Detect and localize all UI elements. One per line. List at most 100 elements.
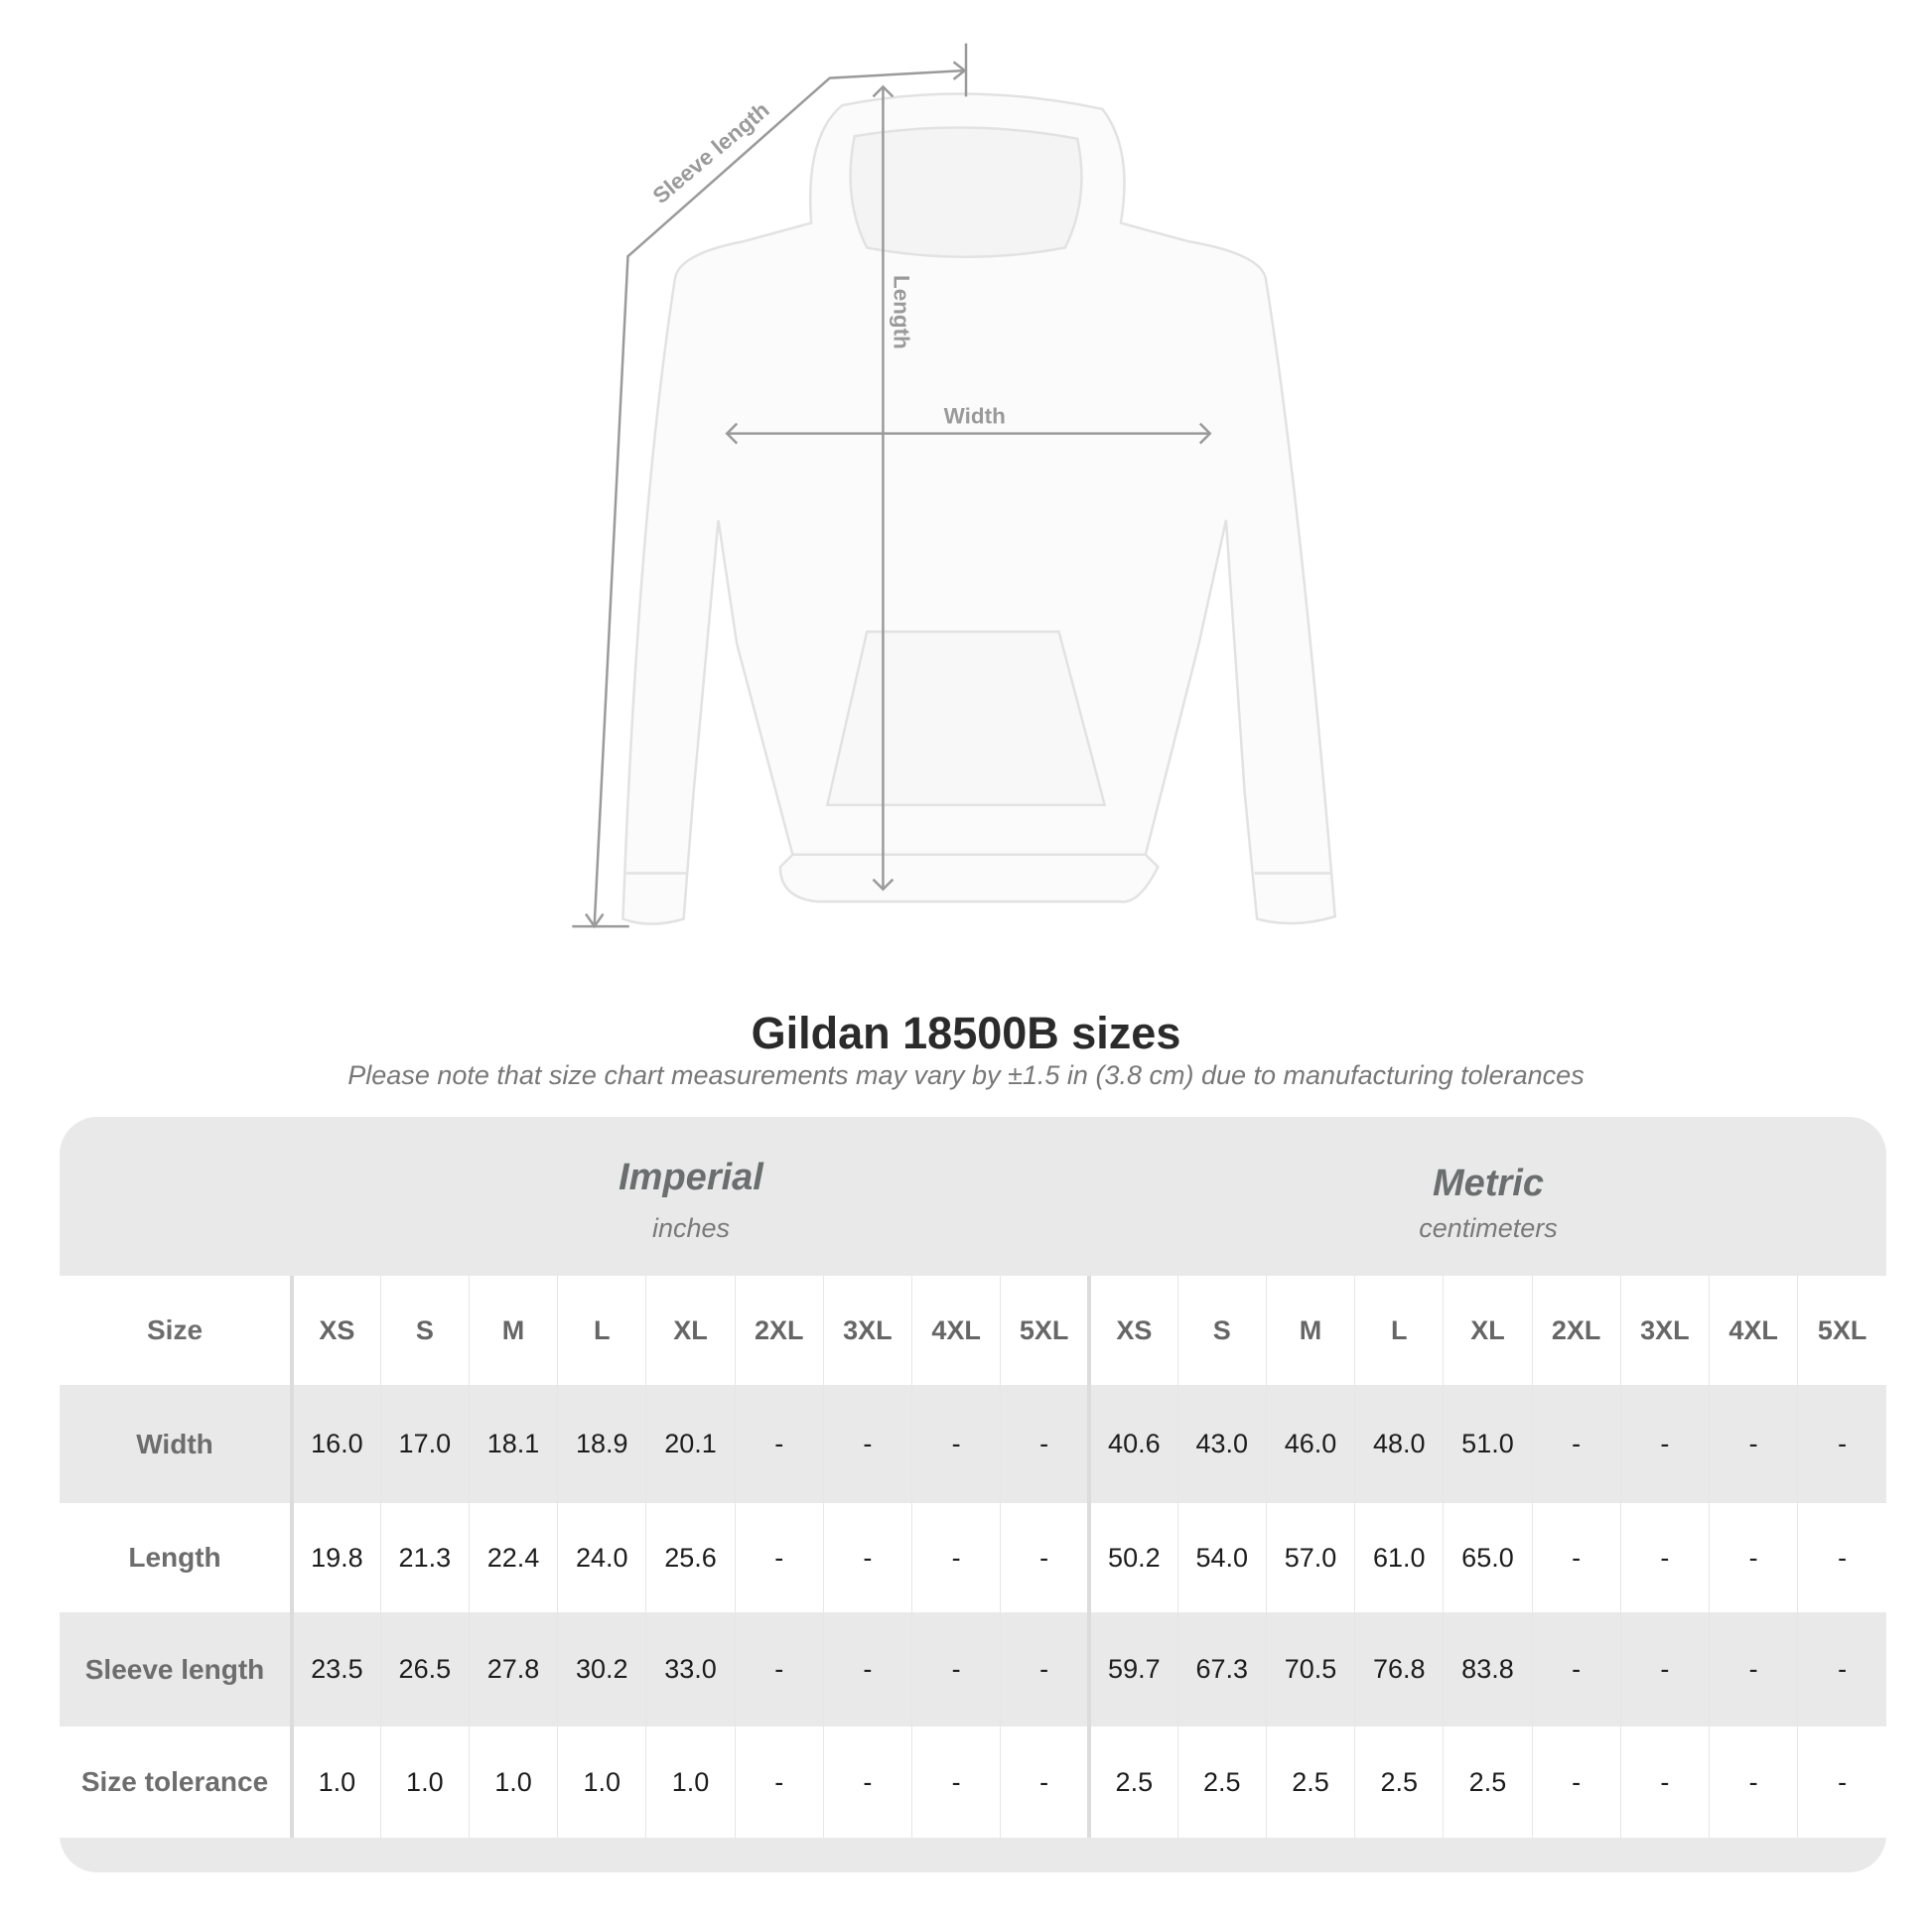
size-header-metric: L [1354, 1276, 1444, 1385]
metric-header: Metric centimeters [1090, 1117, 1886, 1276]
size-header-row: Size XS S M L XL 2XL 3XL 4XL 5XL XS S M L XL 2XL 3XL 4XL 5… [60, 1276, 1886, 1385]
size-table-panel: Imperial inches Metric centimeters Size X… [60, 1117, 1886, 1872]
sleeve-length-label: Sleeve length [648, 97, 774, 208]
row-label: Width [60, 1385, 294, 1503]
size-header-label: Size [60, 1276, 294, 1385]
metric-value-cell: - [1619, 1612, 1710, 1726]
size-header-imperial: XS [291, 1276, 381, 1385]
imperial-value-cell: 1.0 [468, 1726, 558, 1838]
size-header-imperial: 4XL [911, 1276, 1001, 1385]
metric-value-cell: 83.8 [1443, 1612, 1533, 1726]
row-label: Size tolerance [60, 1726, 294, 1838]
imperial-value-cell: - [734, 1503, 824, 1612]
imperial-value-cell: - [911, 1612, 1001, 1726]
imperial-value-cell: 27.8 [468, 1612, 558, 1726]
imperial-value-cell: - [822, 1503, 912, 1612]
row-label: Sleeve length [60, 1612, 294, 1726]
size-header-imperial: XL [645, 1276, 736, 1385]
measurement-lines [572, 43, 1212, 929]
table-row: Width 16.0 17.0 18.1 18.9 20.1- - - -40.6 43.0 46.… [60, 1385, 1886, 1503]
row-label: Length [60, 1503, 294, 1612]
metric-value-cell: 61.0 [1354, 1503, 1444, 1612]
metric-value-cell: - [1619, 1726, 1710, 1838]
metric-value-cell: - [1708, 1503, 1798, 1612]
imperial-title: Imperial [619, 1157, 763, 1198]
imperial-value-cell: 1.0 [557, 1726, 646, 1838]
size-header-metric: M [1265, 1276, 1355, 1385]
imperial-unit: inches [651, 1213, 731, 1243]
metric-value-cell: 2.5 [1354, 1726, 1444, 1838]
metric-value-cell: 51.0 [1443, 1385, 1533, 1503]
size-header-imperial: 5XL [1000, 1276, 1089, 1385]
imperial-value-cell: 21.3 [379, 1503, 470, 1612]
sleeve-length-line [593, 69, 964, 924]
imperial-value-cell: - [911, 1726, 1001, 1838]
size-header-metric: 3XL [1619, 1276, 1710, 1385]
metric-value-cell: - [1797, 1503, 1886, 1612]
hoodie-illustration [621, 92, 1337, 925]
table-row: Sleeve length 23.5 26.5 27.8 30.2 33.0- - - -59.… [60, 1612, 1886, 1726]
size-header-imperial: 2XL [734, 1276, 824, 1385]
metric-value-cell: 2.5 [1086, 1726, 1178, 1838]
table-row: Size tolerance 1.0 1.0 1.0 1.0 1.0- - - -2.5 2.5 2… [60, 1726, 1886, 1838]
size-header-imperial: L [557, 1276, 646, 1385]
metric-value-cell: - [1708, 1726, 1798, 1838]
imperial-value-cell: 22.4 [468, 1503, 558, 1612]
metric-value-cell: - [1797, 1612, 1886, 1726]
metric-value-cell: - [1708, 1385, 1798, 1503]
size-header-metric: XS [1086, 1276, 1178, 1385]
metric-value-cell: 76.8 [1354, 1612, 1444, 1726]
imperial-value-cell: - [1000, 1726, 1089, 1838]
metric-value-cell: 2.5 [1176, 1726, 1267, 1838]
size-header-imperial: 3XL [822, 1276, 912, 1385]
imperial-header: Imperial inches [292, 1117, 1090, 1276]
metric-value-cell: 57.0 [1265, 1503, 1355, 1612]
metric-title: Metric [1433, 1163, 1544, 1204]
hoodie-measurement-diagram: Sleeve length Length Width [572, 43, 1337, 929]
metric-value-cell: 65.0 [1443, 1503, 1533, 1612]
metric-value-cell: - [1708, 1612, 1798, 1726]
imperial-value-cell: - [822, 1612, 912, 1726]
size-header-metric: XL [1443, 1276, 1533, 1385]
metric-value-cell: 54.0 [1176, 1503, 1267, 1612]
imperial-value-cell: - [1000, 1385, 1089, 1503]
imperial-value-cell: 18.9 [557, 1385, 646, 1503]
imperial-value-cell: - [911, 1385, 1001, 1503]
imperial-value-cell: - [734, 1726, 824, 1838]
imperial-value-cell: 18.1 [468, 1385, 558, 1503]
size-header-imperial: M [468, 1276, 558, 1385]
imperial-value-cell: 1.0 [379, 1726, 470, 1838]
imperial-value-cell: 25.6 [645, 1503, 736, 1612]
metric-value-cell: 46.0 [1265, 1385, 1355, 1503]
table-row: Length 19.8 21.3 22.4 24.0 25.6- - - -50.2 54.0 57… [60, 1503, 1886, 1612]
metric-value-cell: 59.7 [1086, 1612, 1178, 1726]
imperial-value-cell: - [1000, 1503, 1089, 1612]
metric-value-cell: - [1619, 1385, 1710, 1503]
imperial-value-cell: 16.0 [291, 1385, 381, 1503]
imperial-value-cell: 23.5 [291, 1612, 381, 1726]
metric-value-cell: - [1531, 1612, 1621, 1726]
imperial-value-cell: 30.2 [557, 1612, 646, 1726]
imperial-value-cell: - [822, 1726, 912, 1838]
metric-value-cell: 2.5 [1265, 1726, 1355, 1838]
metric-value-cell: 2.5 [1443, 1726, 1533, 1838]
tolerance-note: Please note that size chart measurements… [347, 1060, 1585, 1090]
imperial-value-cell: 1.0 [291, 1726, 381, 1838]
imperial-value-cell: 26.5 [379, 1612, 470, 1726]
metric-value-cell: - [1531, 1503, 1621, 1612]
imperial-value-cell: - [1000, 1612, 1089, 1726]
size-header-imperial: S [379, 1276, 470, 1385]
size-header-metric: S [1176, 1276, 1267, 1385]
metric-value-cell: 48.0 [1354, 1385, 1444, 1503]
imperial-value-cell: - [911, 1503, 1001, 1612]
metric-value-cell: 67.3 [1176, 1612, 1267, 1726]
metric-unit: centimeters [1419, 1213, 1558, 1243]
size-header-metric: 5XL [1797, 1276, 1886, 1385]
metric-value-cell: - [1797, 1726, 1886, 1838]
imperial-value-cell: - [734, 1612, 824, 1726]
metric-value-cell: - [1797, 1385, 1886, 1503]
metric-value-cell: 43.0 [1176, 1385, 1267, 1503]
metric-value-cell: 40.6 [1086, 1385, 1178, 1503]
imperial-value-cell: 24.0 [557, 1503, 646, 1612]
imperial-value-cell: 17.0 [379, 1385, 470, 1503]
